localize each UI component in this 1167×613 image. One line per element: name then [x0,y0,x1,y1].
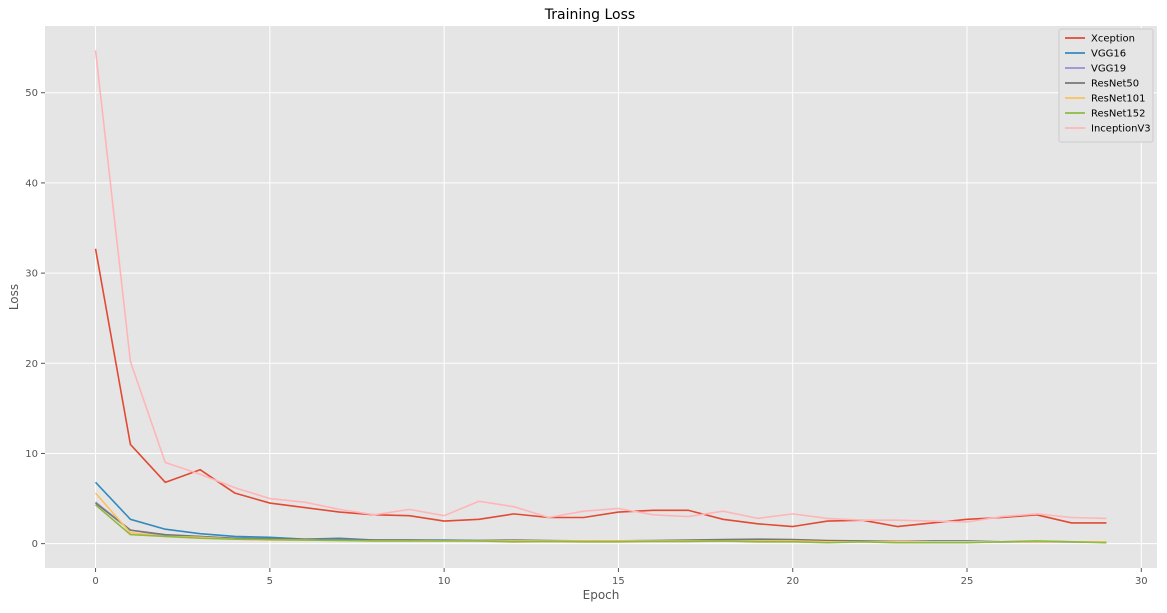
y-tick-label: 50 [25,88,38,99]
series-line-inceptionv3 [94,50,1107,523]
x-axis-label: Epoch [583,588,620,602]
axis-ticks: 0 5 10 15 20 25 30 0 10 20 30 40 50 [25,88,1147,587]
y-tick-label: 10 [25,449,38,460]
legend: Xception VGG16 VGG19 ResNet50 ResNet101 ResNe… [1058,28,1154,143]
chart-title: Training Loss [544,7,635,23]
x-tick-label: 10 [438,576,451,587]
y-tick-label: 40 [25,178,38,189]
y-axis-label: Loss [7,284,21,310]
x-tick-label: 30 [1135,576,1148,587]
x-tick-label: 15 [612,576,625,587]
legend-label-vgg16: VGG16 [1091,49,1126,60]
series-line-xception [94,248,1107,528]
legend-label-resnet50: ResNet50 [1091,79,1139,90]
y-tick-label: 30 [25,269,38,280]
legend-label-resnet101: ResNet101 [1091,94,1146,105]
grid-lines [45,26,1157,568]
plot-area [45,26,1157,568]
legend-label-xception: Xception [1091,34,1135,45]
y-tick-label: 0 [32,539,38,550]
y-tick-label: 20 [25,359,38,370]
legend-label-vgg19: VGG19 [1091,64,1126,75]
x-tick-label: 5 [267,576,273,587]
legend-label-resnet152: ResNet152 [1091,109,1146,120]
series-lines [94,50,1107,544]
x-tick-label: 20 [786,576,799,587]
x-tick-label: 0 [92,576,98,587]
series-line-resnet152 [95,504,1107,544]
x-tick-label: 25 [961,576,974,587]
legend-label-inceptionv3: InceptionV3 [1091,124,1151,135]
